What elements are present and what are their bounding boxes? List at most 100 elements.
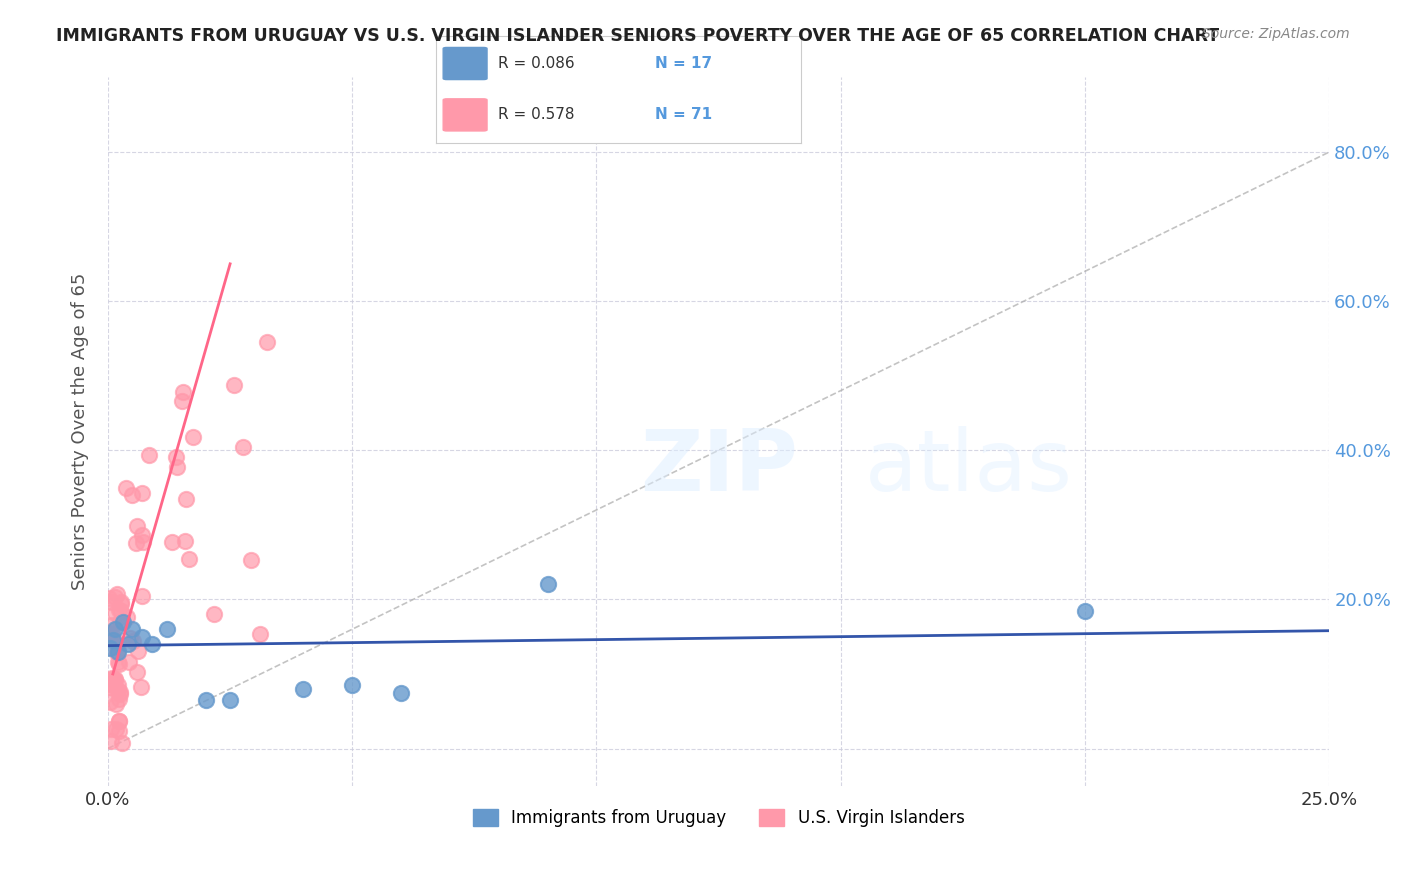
Point [108, 657, 131, 671]
Point [125, 536, 148, 550]
Point [121, 488, 143, 502]
Point [97, 591, 120, 606]
Point [104, 622, 127, 636]
Point [121, 622, 143, 636]
Point [170, 393, 193, 408]
Point [174, 534, 197, 549]
Point [100, 640, 122, 655]
Point [166, 459, 188, 474]
Point [107, 692, 129, 706]
Point [166, 450, 188, 465]
Point [105, 646, 128, 660]
Point [224, 377, 246, 392]
Point [117, 637, 139, 651]
Point [101, 633, 124, 648]
Point [342, 678, 364, 692]
Point [131, 486, 153, 500]
Point [104, 606, 127, 620]
Point [131, 589, 153, 603]
Point [107, 683, 129, 698]
Point [108, 723, 131, 738]
Point [232, 440, 254, 454]
Point [121, 634, 143, 648]
Point [115, 481, 138, 495]
Point [100, 723, 122, 737]
Y-axis label: Seniors Poverty Over the Age of 65: Seniors Poverty Over the Age of 65 [72, 273, 89, 591]
Point [202, 607, 225, 621]
Point [101, 671, 124, 685]
Point [101, 627, 124, 641]
Text: R = 0.578: R = 0.578 [498, 107, 575, 122]
Point [172, 384, 194, 399]
Point [141, 637, 163, 651]
Text: Source: ZipAtlas.com: Source: ZipAtlas.com [1202, 27, 1350, 41]
Point [108, 714, 131, 729]
Point [131, 630, 153, 644]
Point [292, 681, 315, 696]
Point [111, 736, 134, 750]
Point [181, 430, 204, 444]
Point [118, 655, 141, 669]
Point [100, 617, 122, 632]
Point [194, 693, 217, 707]
Point [101, 672, 124, 686]
Point [1074, 603, 1097, 617]
Point [105, 722, 128, 736]
Point [239, 553, 262, 567]
Point [115, 610, 138, 624]
Point [110, 598, 132, 612]
Text: atlas: atlas [865, 425, 1073, 508]
Point [101, 632, 124, 647]
Point [111, 615, 134, 629]
Point [129, 680, 152, 694]
Point [100, 595, 122, 609]
Point [104, 672, 127, 686]
Point [110, 687, 132, 701]
Point [107, 678, 129, 692]
Text: N = 71: N = 71 [655, 107, 713, 122]
Point [108, 714, 131, 729]
Point [103, 633, 125, 648]
FancyBboxPatch shape [443, 99, 486, 131]
Point [156, 622, 179, 636]
Point [104, 698, 127, 712]
Point [108, 685, 131, 699]
Text: IMMIGRANTS FROM URUGUAY VS U.S. VIRGIN ISLANDER SENIORS POVERTY OVER THE AGE OF : IMMIGRANTS FROM URUGUAY VS U.S. VIRGIN I… [56, 27, 1219, 45]
Point [177, 552, 200, 566]
Point [249, 627, 271, 641]
Point [127, 665, 149, 679]
Point [98, 695, 121, 709]
Point [104, 680, 127, 694]
Point [107, 641, 129, 656]
Point [138, 448, 160, 462]
Point [101, 681, 124, 695]
Point [256, 334, 278, 349]
Text: ZIP: ZIP [640, 425, 797, 508]
Point [98, 676, 121, 690]
Point [537, 577, 560, 591]
Point [97, 626, 120, 640]
Point [110, 604, 132, 618]
Point [125, 519, 148, 533]
Point [160, 535, 183, 549]
Point [219, 693, 242, 707]
Point [110, 615, 132, 629]
Text: N = 17: N = 17 [655, 56, 713, 71]
Point [107, 655, 129, 669]
Point [110, 595, 132, 609]
Point [107, 644, 129, 658]
Point [108, 603, 131, 617]
Point [174, 491, 197, 506]
Point [389, 685, 412, 699]
FancyBboxPatch shape [443, 47, 486, 79]
Point [104, 673, 127, 688]
Point [132, 534, 155, 549]
Point [131, 528, 153, 542]
Text: R = 0.086: R = 0.086 [498, 56, 575, 71]
Legend: Immigrants from Uruguay, U.S. Virgin Islanders: Immigrants from Uruguay, U.S. Virgin Isl… [465, 803, 972, 834]
Point [100, 733, 122, 747]
Point [120, 631, 142, 645]
Point [105, 586, 128, 600]
Point [104, 590, 127, 604]
Point [127, 643, 149, 657]
